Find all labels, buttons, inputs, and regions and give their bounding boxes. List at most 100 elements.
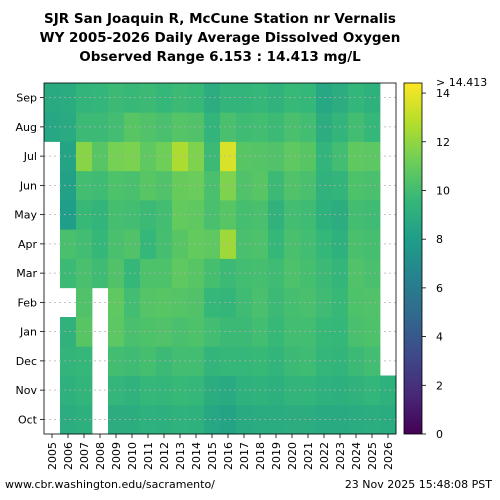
heatmap-cell — [364, 317, 381, 347]
colorbar-tick-label: 14 — [436, 87, 450, 100]
heatmap-cell — [300, 404, 317, 435]
heatmap-cell — [188, 375, 205, 406]
heatmap-cell — [268, 170, 285, 201]
heatmap-cell — [124, 112, 141, 142]
y-tick-label: Nov — [16, 384, 38, 397]
heatmap-cell — [364, 141, 381, 172]
x-tick-label: 2006 — [62, 442, 75, 470]
x-tick-label: 2014 — [190, 442, 203, 470]
x-tick-label: 2011 — [142, 442, 155, 470]
heatmap-cell — [220, 200, 237, 230]
heatmap-cell — [108, 346, 125, 376]
heatmap-cell — [124, 83, 141, 113]
heatmap-cell — [108, 83, 125, 113]
heatmap-cell — [60, 83, 77, 113]
colorbar: 0 2 4 6 8 10 12 14> 14.413 — [403, 76, 487, 441]
heatmap-cell — [220, 346, 237, 376]
x-tick-label: 2010 — [126, 442, 139, 470]
heatmap-cell — [268, 229, 285, 259]
heatmap-cell — [268, 287, 285, 318]
heatmap-cell — [300, 112, 317, 142]
heatmap-cell — [60, 229, 77, 259]
heatmap-cell — [140, 112, 157, 142]
x-tick-label: 2017 — [238, 442, 251, 470]
heatmap-cell — [188, 346, 205, 376]
heatmap-cell — [188, 229, 205, 259]
heatmap-cell — [188, 170, 205, 201]
heatmap-cell — [188, 112, 205, 142]
y-tick-label: Jul — [23, 150, 37, 163]
y-tick-label: Sep — [16, 92, 37, 105]
y-tick-label: Jun — [19, 179, 37, 192]
heatmap-cell — [300, 229, 317, 259]
x-tick-label: 2020 — [286, 442, 299, 470]
footer-url: www.cbr.washington.edu/sacramento/ — [5, 478, 215, 491]
heatmap-cell — [108, 258, 125, 289]
heatmap-cell — [204, 404, 221, 435]
heatmap-cell — [60, 170, 77, 201]
heatmap-cell — [204, 258, 221, 289]
heatmap-cell — [284, 287, 301, 318]
heatmap-cell — [364, 170, 381, 201]
heatmap-cell — [204, 112, 221, 142]
heatmap-cell — [204, 229, 221, 259]
heatmap-cell — [300, 141, 317, 172]
heatmap-cell — [108, 375, 125, 406]
heatmap-cell — [204, 346, 221, 376]
y-tick-label: Feb — [18, 296, 37, 309]
heatmap-cell — [108, 229, 125, 259]
heatmap-cell — [44, 112, 61, 142]
heatmap-cell — [60, 404, 77, 435]
heatmap-cell — [124, 229, 141, 259]
x-tick-label: 2009 — [110, 442, 123, 470]
heatmap-cell — [300, 346, 317, 376]
heatmap-cell — [140, 200, 157, 230]
heatmap-cell — [140, 375, 157, 406]
heatmap-cell — [284, 404, 301, 435]
chart-title-line-1: SJR San Joaquin R, McCune Station nr Ver… — [44, 11, 396, 27]
heatmap-cell — [268, 200, 285, 230]
heatmap-cell — [204, 375, 221, 406]
heatmap-cell — [268, 141, 285, 172]
heatmap-cell — [364, 258, 381, 289]
heatmap-cell — [44, 83, 61, 113]
heatmap-cell — [188, 404, 205, 435]
heatmap-cell — [364, 112, 381, 142]
heatmap-cell — [284, 317, 301, 347]
heatmap-cell — [284, 112, 301, 142]
heatmap-cell — [220, 170, 237, 201]
x-tick-label: 2005 — [46, 442, 59, 470]
heatmap-cell — [60, 200, 77, 230]
heatmap-cell — [124, 141, 141, 172]
heatmap-cell — [220, 83, 237, 113]
colorbar-tick-label: 0 — [436, 428, 443, 441]
heatmap-cell — [364, 346, 381, 376]
x-tick-label: 2021 — [302, 442, 315, 470]
x-tick-label: 2012 — [158, 442, 171, 470]
heatmap-cell — [284, 346, 301, 376]
heatmap-cell — [380, 404, 397, 435]
heatmap-cell — [284, 170, 301, 201]
colorbar-tick-label: 10 — [436, 184, 450, 197]
heatmap-cell — [220, 404, 237, 435]
heatmap-cell — [188, 287, 205, 318]
y-tick-label: Apr — [18, 238, 38, 251]
x-tick-label: 2025 — [366, 442, 379, 470]
heatmap-cell — [348, 200, 365, 230]
x-tick-label: 2013 — [174, 442, 187, 470]
heatmap-cell — [300, 200, 317, 230]
colorbar-tick-label: 8 — [436, 233, 443, 246]
y-tick-label: Mar — [16, 267, 37, 280]
y-tick-label: Dec — [16, 355, 37, 368]
y-tick-label: May — [14, 209, 37, 222]
heatmap-cell — [124, 317, 141, 347]
heatmap-cell — [348, 346, 365, 376]
heatmap-cell — [140, 229, 157, 259]
heatmap-cell — [60, 346, 77, 376]
y-tick-label: Oct — [18, 413, 38, 426]
x-tick-label: 2022 — [318, 442, 331, 470]
heatmap-cell — [140, 141, 157, 172]
heatmap-cell — [108, 141, 125, 172]
heatmap-cell — [268, 83, 285, 113]
